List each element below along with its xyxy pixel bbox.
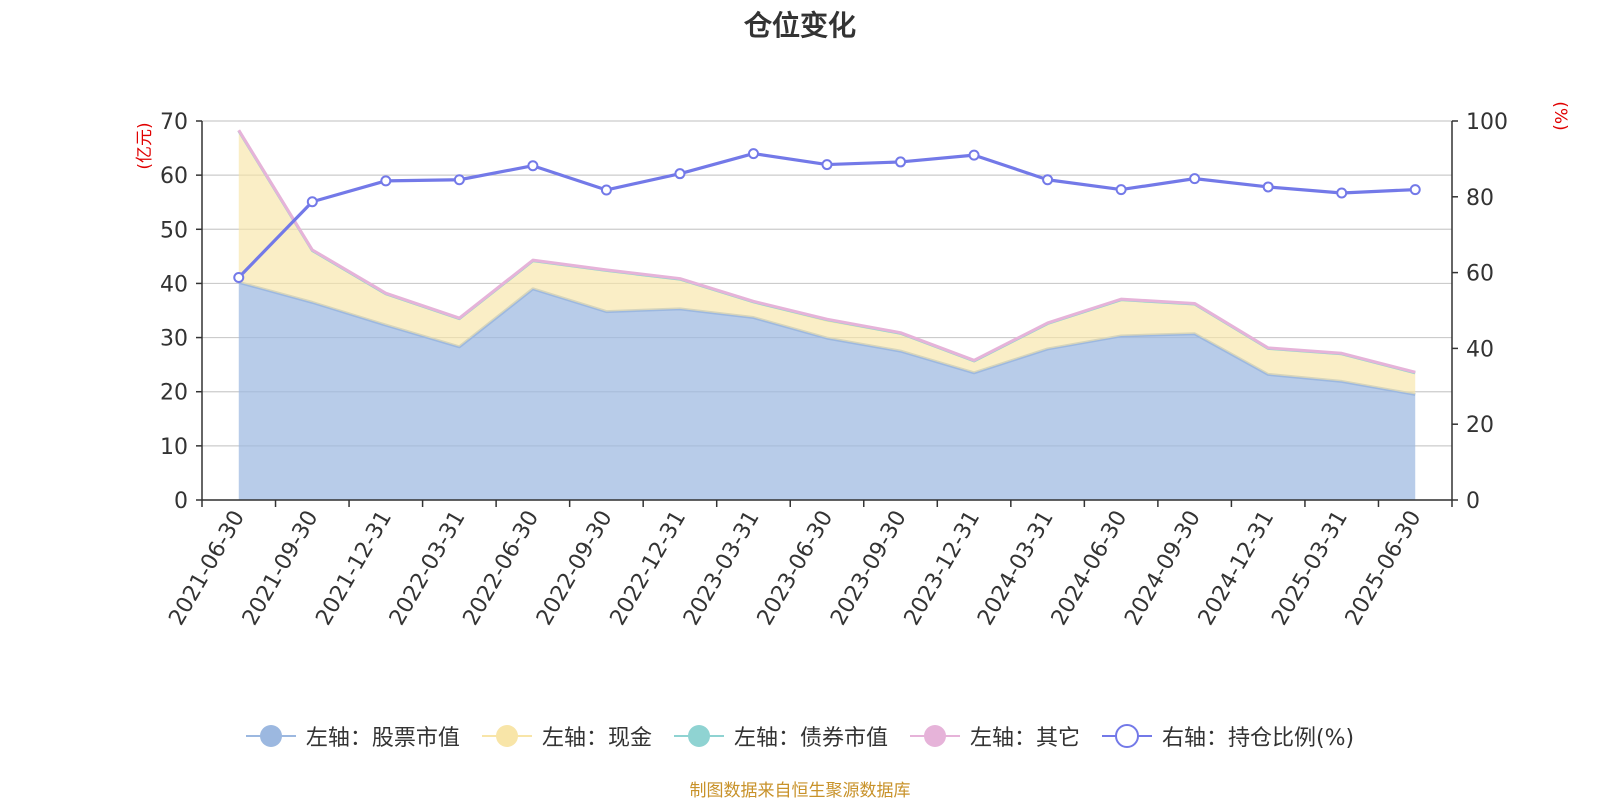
x-tick-label: 2023-06-30	[753, 507, 839, 630]
holding-ratio-point	[821, 159, 833, 171]
holding-ratio-point	[1189, 173, 1201, 185]
holding-ratio-point	[968, 149, 980, 161]
left-tick-label: 30	[160, 327, 188, 352]
chart-title: 仓位变化	[743, 9, 856, 42]
legend-label: 左轴：现金	[541, 726, 652, 751]
legend-item[interactable]: 左轴：债券市值	[673, 720, 888, 752]
right-tick-label: 100	[1466, 110, 1508, 135]
holding-ratio-point	[306, 196, 318, 208]
legend-marker-icon	[481, 725, 532, 747]
area-1	[238, 130, 1416, 395]
series-line-3	[237, 129, 1416, 374]
legend: 左轴：股票市值 左轴：现金 左轴：债券市值 左轴：其它 右轴：持仓比例(%)	[0, 720, 1600, 752]
right-tick-label: 0	[1466, 489, 1480, 514]
holding-ratio-point	[1336, 187, 1348, 199]
holding-ratio-point	[453, 174, 465, 186]
right-tick-label: 60	[1466, 262, 1494, 287]
x-tick-label: 2024-09-30	[1120, 507, 1206, 630]
legend-item[interactable]: 左轴：股票市值	[245, 720, 460, 752]
left-tick-label: 70	[160, 110, 188, 135]
right-tick-label: 80	[1466, 186, 1494, 211]
holding-ratio-point	[1262, 181, 1274, 193]
x-tick-label: 2022-12-31	[606, 507, 692, 630]
x-tick-label: 2023-09-30	[826, 507, 912, 630]
x-tick-label: 2022-09-30	[532, 507, 618, 630]
left-tick-label: 10	[160, 435, 188, 460]
x-tick-label: 2024-06-30	[1047, 507, 1133, 630]
holding-ratio-line	[237, 151, 1416, 279]
x-tick-label: 2021-06-30	[164, 507, 250, 630]
holding-ratio-point	[600, 184, 612, 196]
left-axis-unit-label: (亿元)	[135, 122, 155, 169]
holding-ratio-point	[1409, 184, 1421, 196]
holding-ratio-point	[1042, 174, 1054, 186]
holding-ratio-point	[527, 160, 539, 172]
x-tick-label: 2021-12-31	[311, 507, 397, 630]
legend-label: 左轴：股票市值	[305, 726, 460, 751]
legend-label: 右轴：持仓比例(%)	[1161, 726, 1355, 751]
holding-ratio-point	[674, 168, 686, 180]
left-tick-label: 20	[160, 381, 188, 406]
x-tick-label: 2025-03-31	[1267, 507, 1353, 630]
legend-marker-icon	[1101, 724, 1152, 748]
legend-item[interactable]: 右轴：持仓比例(%)	[1101, 720, 1355, 752]
legend-item[interactable]: 左轴：其它	[909, 720, 1080, 752]
holding-ratio-point	[895, 156, 907, 168]
legend-label: 左轴：其它	[969, 726, 1080, 751]
holding-ratio-point	[1115, 184, 1127, 196]
legend-item[interactable]: 左轴：现金	[481, 720, 652, 752]
x-tick-label: 2021-09-30	[238, 507, 324, 630]
left-tick-label: 0	[174, 489, 188, 514]
x-tick-label: 2024-03-31	[973, 507, 1059, 630]
legend-marker-icon	[909, 725, 960, 747]
holding-ratio-point	[747, 148, 759, 160]
holding-ratio-point	[233, 272, 245, 284]
x-tick-label: 2023-03-31	[679, 507, 765, 630]
source-note: 制图数据来自恒生聚源数据库	[689, 781, 911, 801]
x-tick-label: 2024-12-31	[1194, 507, 1280, 630]
right-axis-unit-label: (%)	[1550, 101, 1570, 130]
legend-marker-icon	[245, 725, 296, 747]
legend-marker-icon	[673, 725, 724, 747]
right-tick-label: 20	[1466, 413, 1494, 438]
legend-label: 左轴：债券市值	[733, 726, 888, 751]
holding-ratio-point	[380, 175, 392, 187]
x-tick-label: 2025-06-30	[1341, 507, 1427, 630]
x-tick-label: 2022-06-30	[458, 507, 544, 630]
x-tick-label: 2023-12-31	[900, 507, 986, 630]
x-tick-label: 2022-03-31	[385, 507, 471, 630]
left-tick-label: 40	[160, 272, 188, 297]
left-tick-label: 50	[160, 218, 188, 243]
left-tick-label: 60	[160, 164, 188, 189]
right-tick-label: 40	[1466, 337, 1494, 362]
